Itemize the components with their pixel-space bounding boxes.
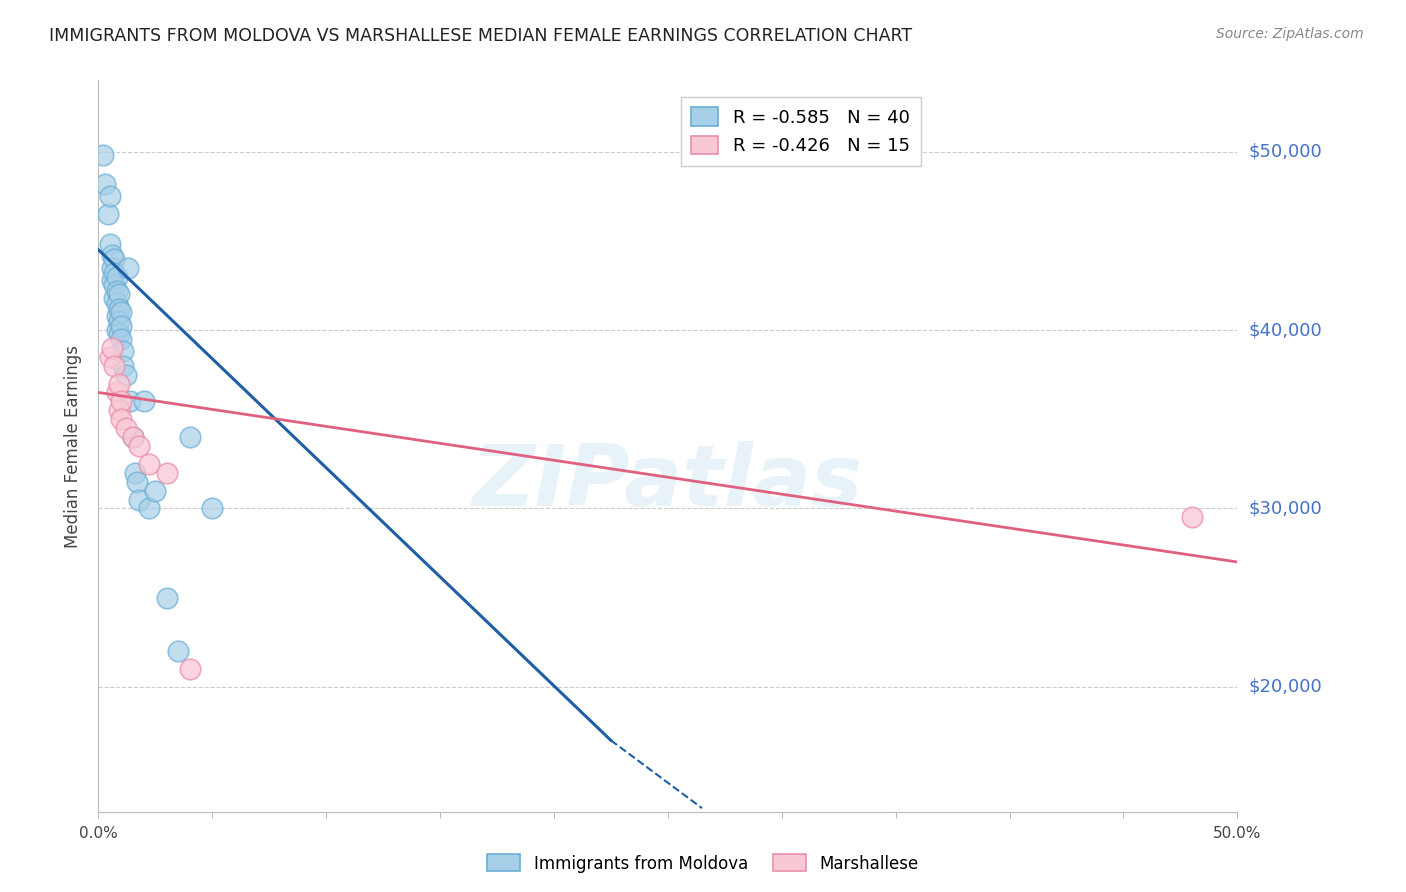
Point xyxy=(103,266,125,280)
Point xyxy=(103,359,125,373)
Point xyxy=(110,319,132,334)
Text: ZIPatlas: ZIPatlas xyxy=(472,441,863,524)
Y-axis label: Median Female Earnings: Median Female Earnings xyxy=(65,344,83,548)
Text: IMMIGRANTS FROM MOLDOVA VS MARSHALLESE MEDIAN FEMALE EARNINGS CORRELATION CHART: IMMIGRANTS FROM MOLDOVA VS MARSHALLESE M… xyxy=(49,27,912,45)
Point xyxy=(120,394,142,409)
Text: $40,000: $40,000 xyxy=(1249,321,1322,339)
Point xyxy=(128,492,150,507)
Point xyxy=(112,359,135,373)
Point xyxy=(101,260,124,275)
Point xyxy=(101,341,124,355)
Point xyxy=(105,284,128,298)
Text: $30,000: $30,000 xyxy=(1249,500,1322,517)
Point xyxy=(114,421,136,435)
Point xyxy=(167,644,190,658)
Legend: R = -0.585   N = 40, R = -0.426   N = 15: R = -0.585 N = 40, R = -0.426 N = 15 xyxy=(681,96,921,166)
Text: 0.0%: 0.0% xyxy=(79,826,118,841)
Text: $20,000: $20,000 xyxy=(1249,678,1322,696)
Point xyxy=(110,412,132,426)
Point xyxy=(201,501,224,516)
Point xyxy=(108,314,131,328)
Point xyxy=(128,439,150,453)
Point xyxy=(91,148,114,162)
Point xyxy=(1181,510,1204,524)
Point xyxy=(127,475,149,489)
Point xyxy=(112,344,135,359)
Point xyxy=(94,177,117,191)
Point xyxy=(98,189,121,203)
Point xyxy=(108,403,131,417)
Point xyxy=(156,466,179,480)
Point xyxy=(121,430,143,444)
Point xyxy=(105,323,128,337)
Point xyxy=(138,457,160,471)
Point xyxy=(101,248,124,262)
Point xyxy=(179,662,201,676)
Text: Source: ZipAtlas.com: Source: ZipAtlas.com xyxy=(1216,27,1364,41)
Point xyxy=(110,305,132,319)
Point xyxy=(103,291,125,305)
Point xyxy=(132,394,155,409)
Point xyxy=(145,483,167,498)
Point xyxy=(121,430,143,444)
Point xyxy=(114,368,136,382)
Point xyxy=(110,394,132,409)
Point xyxy=(105,269,128,284)
Point xyxy=(179,430,201,444)
Point xyxy=(138,501,160,516)
Point xyxy=(110,332,132,346)
Legend: Immigrants from Moldova, Marshallese: Immigrants from Moldova, Marshallese xyxy=(481,847,925,880)
Point xyxy=(105,309,128,323)
Point xyxy=(124,466,146,480)
Point xyxy=(103,252,125,266)
Point xyxy=(108,326,131,341)
Point xyxy=(105,296,128,310)
Point xyxy=(98,237,121,252)
Point xyxy=(117,260,139,275)
Point xyxy=(101,273,124,287)
Point xyxy=(103,278,125,293)
Point xyxy=(98,350,121,364)
Text: $50,000: $50,000 xyxy=(1249,143,1322,161)
Point xyxy=(108,376,131,391)
Text: 50.0%: 50.0% xyxy=(1213,826,1261,841)
Point xyxy=(108,301,131,316)
Point xyxy=(105,385,128,400)
Point xyxy=(108,287,131,301)
Point xyxy=(96,207,118,221)
Point xyxy=(156,591,179,605)
